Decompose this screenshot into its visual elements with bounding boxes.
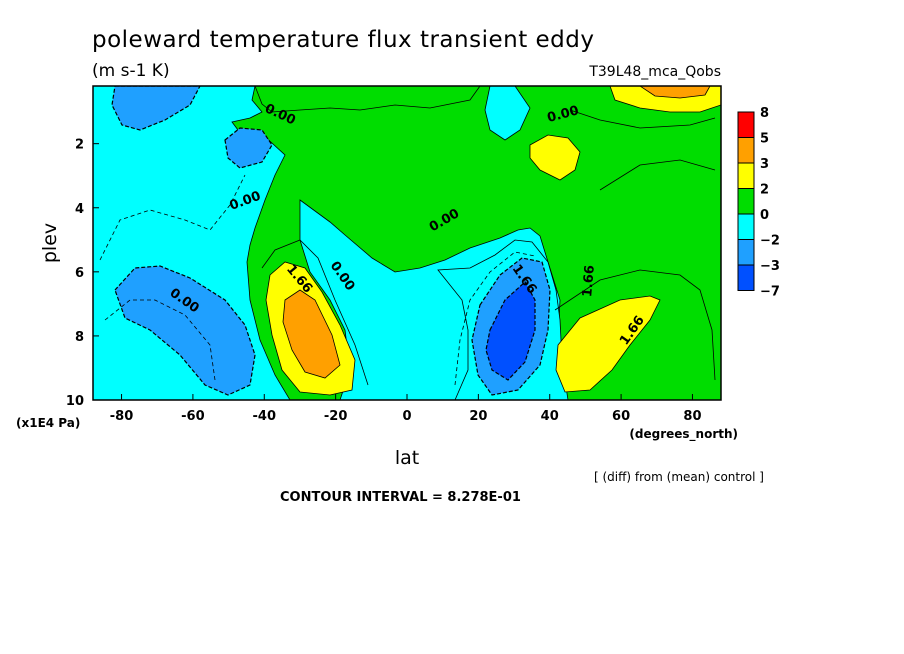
contour-label: 1.66: [580, 265, 598, 298]
colorbar: 8 5 3 2 0 −2 −3 −7: [737, 106, 780, 300]
diff-note: [ (diff) from (mean) control ]: [594, 470, 764, 484]
x-axis-units: (degrees_north): [629, 427, 738, 442]
y-axis-label: plev: [39, 223, 61, 263]
x-tick-label: 20: [469, 409, 487, 424]
x-axis-label: lat: [395, 447, 419, 469]
colorbar-swatch: [737, 137, 755, 164]
y-tick-label: 6: [75, 266, 84, 281]
region-south-blue-small: [224, 127, 273, 169]
colorbar-swatch: [737, 213, 755, 240]
contour-field: [93, 86, 721, 400]
contour-interval: CONTOUR INTERVAL = 8.278E-01: [280, 490, 521, 505]
colorbar-label: −7: [760, 285, 780, 300]
positive-contours: [261, 109, 716, 386]
negative-contours: [99, 174, 536, 386]
chart-subtitle: (m s-1 K): [92, 61, 170, 81]
x-tick-label: 40: [541, 409, 559, 424]
colorbar-swatch: [737, 264, 755, 291]
colorbar-label: −2: [760, 234, 780, 249]
region-south-blue-top: [111, 86, 201, 131]
x-tick-label: 60: [612, 409, 630, 424]
y-tick-label: 4: [75, 202, 84, 217]
y-tick-label: 10: [66, 394, 84, 409]
region-south-blue: [114, 265, 256, 396]
colorbar-label: 5: [760, 132, 769, 147]
x-axis-ticks: -80 -60 -40 -20 0 20 40 60 80: [110, 394, 702, 424]
colorbar-swatch: [737, 188, 755, 215]
region-top-cyan: [484, 86, 531, 141]
x-tick-label: -80: [110, 409, 134, 424]
y-tick-label: 2: [75, 138, 84, 153]
x-tick-label: -60: [181, 409, 205, 424]
region-north-darkblue: [485, 281, 536, 381]
region-north-yellow: [555, 295, 661, 393]
colorbar-swatch: [737, 162, 755, 189]
region-top-green: [254, 86, 481, 113]
colorbar-label: 3: [760, 157, 769, 172]
y-axis-units: (x1E4 Pa): [16, 416, 80, 430]
x-tick-label: 0: [402, 409, 411, 424]
x-tick-label: -20: [324, 409, 348, 424]
region-north-top-orange: [639, 86, 711, 99]
colorbar-label: 0: [760, 208, 769, 223]
colorbar-label: 2: [760, 183, 769, 198]
chart-title: poleward temperature flux transient eddy: [92, 27, 594, 53]
run-label: T39L48_mca_Qobs: [588, 64, 721, 80]
colorbar-swatch: [737, 239, 755, 266]
colorbar-label: −3: [760, 259, 780, 274]
x-tick-label: -40: [253, 409, 277, 424]
region-north-yellow-top: [529, 134, 581, 181]
y-axis-ticks: 2 4 6 8 10: [66, 138, 99, 409]
region-south-orange: [282, 289, 341, 379]
colorbar-label: 8: [760, 106, 769, 121]
x-tick-label: 80: [683, 409, 701, 424]
y-tick-label: 8: [75, 330, 84, 345]
colorbar-swatch: [737, 111, 755, 138]
